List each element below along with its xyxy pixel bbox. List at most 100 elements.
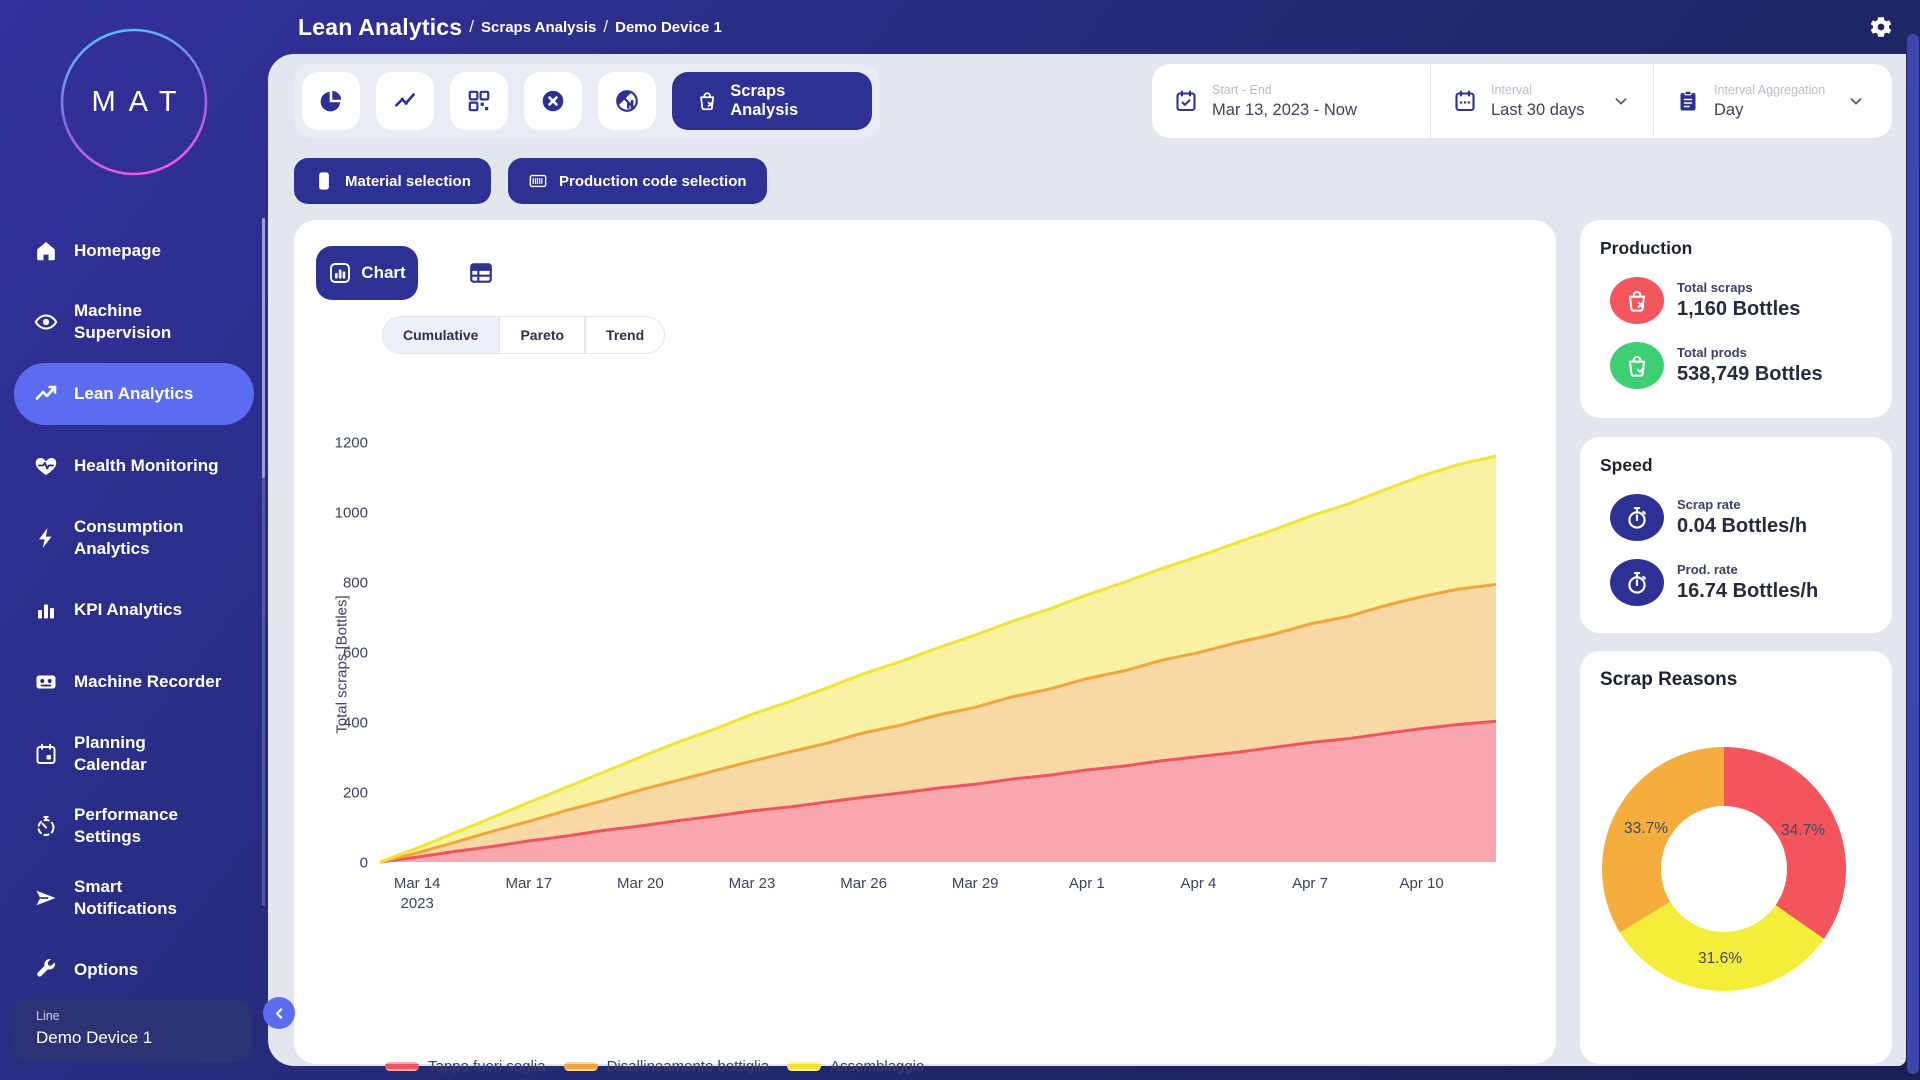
page-title: Lean Analytics — [298, 14, 462, 41]
x-tick-label: Mar 26 — [840, 875, 887, 892]
legend-swatch — [385, 1062, 419, 1071]
mode-cumulative-button[interactable]: Cumulative — [382, 316, 499, 354]
bolt-icon — [34, 526, 58, 550]
sidebar-item-options[interactable]: Options — [0, 947, 268, 993]
cassette-icon — [34, 670, 58, 694]
sidebar-scrollbar-thumb[interactable] — [262, 218, 265, 478]
heart-pulse-icon — [34, 454, 58, 478]
production-code-analysis-button[interactable] — [450, 72, 508, 130]
production-code-selection-button[interactable]: Production code selection — [508, 158, 767, 204]
barcode-icon — [528, 171, 548, 191]
scraps-analysis-button[interactable]: Scraps Analysis — [672, 72, 872, 130]
gauge-icon — [34, 814, 58, 838]
logo-text: MAT — [58, 26, 210, 178]
x-tick-label: Mar 23 — [729, 875, 776, 892]
sidebar-collapse-button[interactable] — [263, 997, 295, 1029]
total-prods-row: Total prods 538,749 Bottles — [1600, 342, 1872, 389]
legend-item-2[interactable]: Assemblaggio — [787, 1058, 924, 1075]
y-tick-label: 1200 — [335, 435, 368, 452]
breadcrumb-demo-device[interactable]: Demo Device 1 — [615, 19, 722, 36]
scrap-rate-label: Scrap rate — [1677, 497, 1807, 512]
app-logo: MAT — [58, 26, 210, 178]
donut-slice-label: 31.6% — [1698, 950, 1742, 968]
aggregation-label: Interval Aggregation — [1714, 83, 1825, 97]
total-prods-label: Total prods — [1677, 345, 1823, 360]
table-view-button[interactable] — [468, 260, 494, 286]
device-value: Demo Device 1 — [36, 1028, 230, 1048]
material-selection-button[interactable]: Material selection — [294, 158, 491, 204]
breadcrumb-separator: / — [469, 17, 474, 37]
sidebar-item-lean-analytics[interactable]: Lean Analytics — [14, 363, 254, 425]
x-tick-label: Mar 29 — [952, 875, 999, 892]
aggregation-value: Day — [1714, 101, 1825, 120]
legend-item-1[interactable]: Disallineamento bottiglia — [564, 1058, 770, 1075]
no-data-analysis-button[interactable] — [598, 72, 656, 130]
scrap-reasons-card: Scrap Reasons 34.7%31.6%33.7% — [1580, 651, 1892, 1064]
y-tick-label: 1000 — [335, 505, 368, 522]
scraps-bag-icon — [696, 89, 718, 113]
app-window: MAT Homepage Machine Supervision Lean An… — [0, 0, 1920, 1080]
x-tick-label: Mar 20 — [617, 875, 664, 892]
topbar: Lean Analytics / Scraps Analysis / Demo … — [268, 0, 1920, 54]
trend-analysis-button[interactable] — [376, 72, 434, 130]
scrap-reasons-donut: 34.7%31.6%33.7% — [1602, 747, 1846, 991]
sidebar-item-planning-calendar[interactable]: Planning Calendar — [0, 721, 268, 787]
eye-icon — [34, 310, 58, 334]
sidebar-item-kpi-analytics[interactable]: KPI Analytics — [0, 587, 268, 633]
stacked-area-chart: 020040060080010001200Mar 142023Mar 17Mar… — [330, 430, 1530, 920]
sidebar-item-consumption-analytics[interactable]: Consumption Analytics — [0, 505, 268, 571]
sidebar-item-homepage[interactable]: Homepage — [0, 228, 268, 274]
total-scraps-label: Total scraps — [1677, 280, 1800, 295]
clipboard-icon — [1676, 89, 1700, 113]
stopwatch-icon — [1610, 494, 1664, 541]
mode-trend-button[interactable]: Trend — [585, 316, 665, 354]
legend-item-0[interactable]: Tappo fuori soglia — [385, 1058, 546, 1075]
settings-gear-icon[interactable] — [1868, 14, 1894, 40]
send-icon — [34, 886, 58, 910]
aggregation-select[interactable]: Interval Aggregation Day — [1653, 64, 1892, 138]
scrap-rate-value: 0.04 Bottles/h — [1677, 515, 1807, 538]
sidebar-item-machine-recorder[interactable]: Machine Recorder — [0, 659, 268, 705]
legend-swatch — [564, 1062, 598, 1071]
calendar-check-icon — [1174, 89, 1198, 113]
sidebar-item-smart-notifications[interactable]: Smart Notifications — [0, 865, 268, 931]
breadcrumb-scraps-analysis[interactable]: Scraps Analysis — [481, 19, 596, 36]
scrap-rate-row: Scrap rate 0.04 Bottles/h — [1600, 494, 1872, 541]
sidebar: MAT Homepage Machine Supervision Lean An… — [0, 0, 268, 1080]
interval-label: Interval — [1491, 83, 1585, 97]
chart-card: Chart Cumulative Pareto Trend Total scra… — [294, 220, 1556, 1064]
page-scrollbar[interactable] — [1907, 34, 1919, 1074]
production-card: Production Total scraps 1,160 Bottles To… — [1580, 220, 1892, 418]
chevron-down-icon — [1613, 93, 1629, 109]
device-selector[interactable]: Line Demo Device 1 — [14, 1000, 252, 1062]
donut-slice-label: 34.7% — [1781, 822, 1825, 840]
sidebar-item-performance-settings[interactable]: Performance Settings — [0, 793, 268, 859]
interval-select[interactable]: Interval Last 30 days — [1430, 64, 1653, 138]
start-end-picker[interactable]: Start - End Mar 13, 2023 - Now — [1152, 64, 1430, 138]
cancel-analysis-button[interactable] — [524, 72, 582, 130]
scrap-reasons-title: Scrap Reasons — [1600, 669, 1872, 691]
device-label: Line — [36, 1009, 230, 1023]
prod-rate-row: Prod. rate 16.74 Bottles/h — [1600, 559, 1872, 606]
chart-tab-button[interactable]: Chart — [316, 246, 418, 300]
start-end-value: Mar 13, 2023 - Now — [1212, 101, 1357, 120]
production-code-selection-label: Production code selection — [559, 173, 747, 190]
x-tick-label: Apr 4 — [1180, 875, 1216, 892]
x-tick-year-label: 2023 — [401, 895, 434, 912]
stopwatch-icon — [1610, 559, 1664, 606]
legend-swatch — [787, 1062, 821, 1071]
chart-tab-label: Chart — [361, 263, 405, 283]
y-tick-label: 200 — [343, 785, 368, 802]
pie-chart-analysis-button[interactable] — [302, 72, 360, 130]
sidebar-item-machine-supervision[interactable]: Machine Supervision — [0, 289, 268, 355]
x-tick-label: Mar 17 — [505, 875, 552, 892]
interval-value: Last 30 days — [1491, 101, 1585, 120]
sidebar-item-health-monitoring[interactable]: Health Monitoring — [0, 443, 268, 489]
chevron-left-icon — [272, 1006, 287, 1021]
speed-card: Speed Scrap rate 0.04 Bottles/h Prod. ra… — [1580, 437, 1892, 633]
trend-icon — [34, 382, 58, 406]
mode-pareto-button[interactable]: Pareto — [499, 316, 585, 354]
bar-chart-icon — [34, 598, 58, 622]
bag-x-icon — [1610, 277, 1664, 324]
total-prods-value: 538,749 Bottles — [1677, 363, 1823, 386]
